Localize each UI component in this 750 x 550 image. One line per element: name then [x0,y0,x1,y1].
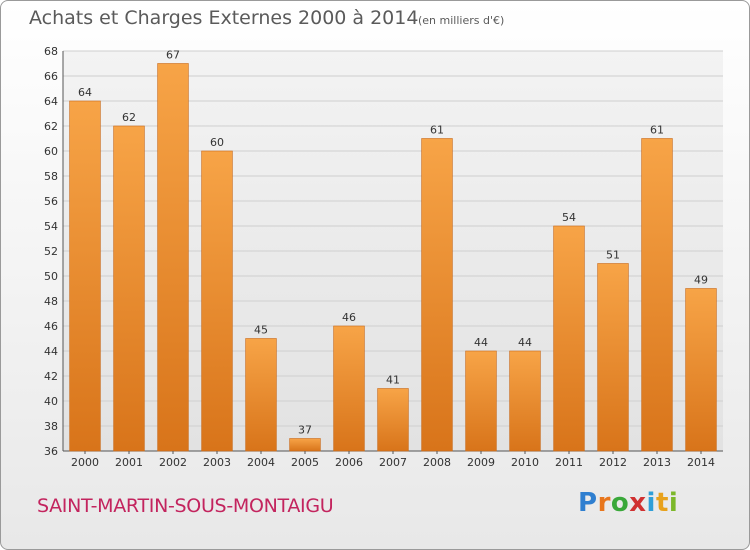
bar [465,350,497,452]
chart-title: Achats et Charges Externes 2000 à 2014 [29,7,419,29]
bar [245,338,277,452]
data-label: 60 [210,136,224,149]
bar [509,350,541,452]
y-tick-label: 52 [44,245,58,258]
x-tick-label: 2004 [247,456,275,469]
bar [641,138,673,452]
x-tick-label: 2006 [335,456,363,469]
y-tick-label: 66 [44,70,58,83]
x-tick-label: 2000 [71,456,99,469]
data-label: 37 [298,424,312,437]
y-tick-label: 56 [44,195,58,208]
y-tick-label: 42 [44,370,58,383]
logo-letter: t [655,488,669,518]
data-label: 41 [386,374,400,387]
x-tick-label: 2010 [511,456,539,469]
bar [377,388,409,452]
bar [113,125,145,452]
y-tick-label: 44 [44,345,58,358]
data-label: 49 [694,274,708,287]
y-tick-label: 54 [44,220,58,233]
bar [157,63,189,452]
x-tick-label: 2012 [599,456,627,469]
y-tick-label: 64 [44,95,58,108]
x-tick-label: 2003 [203,456,231,469]
data-label: 64 [78,86,92,99]
y-tick-label: 46 [44,320,58,333]
x-tick-label: 2011 [555,456,583,469]
bar [421,138,453,452]
data-label: 54 [562,211,576,224]
y-tick-label: 38 [44,420,58,433]
x-tick-label: 2009 [467,456,495,469]
x-tick-label: 2008 [423,456,451,469]
x-tick-label: 2013 [643,456,671,469]
y-tick-label: 36 [44,445,58,458]
data-label: 44 [474,336,488,349]
y-tick-label: 68 [44,45,58,58]
logo-letter: x [629,488,647,518]
data-label: 61 [430,124,444,137]
logo-letter: i [646,488,656,518]
data-label: 46 [342,311,356,324]
y-tick-label: 50 [44,270,58,283]
y-tick-label: 48 [44,295,58,308]
y-tick-label: 60 [44,145,58,158]
data-label: 44 [518,336,532,349]
commune-name: SAINT-MARTIN-SOUS-MONTAIGU [37,495,334,517]
x-tick-label: 2002 [159,456,187,469]
x-tick-label: 2014 [687,456,715,469]
bar [201,150,233,452]
data-label: 62 [122,111,136,124]
logo-letter: P [578,488,598,518]
x-tick-label: 2007 [379,456,407,469]
data-label: 51 [606,249,620,262]
bar [685,288,717,452]
chart-subtitle: (en milliers d'€) [418,14,505,27]
bar [333,325,365,452]
data-label: 61 [650,124,664,137]
bar [289,438,321,452]
bar [597,263,629,452]
bar [69,100,101,452]
logo-letter: r [597,488,611,518]
x-tick-label: 2005 [291,456,319,469]
bar [553,225,585,452]
x-tick-label: 2001 [115,456,143,469]
y-tick-label: 58 [44,170,58,183]
data-label: 67 [166,49,180,62]
y-tick-label: 40 [44,395,58,408]
y-tick-label: 62 [44,120,58,133]
proxiti-logo: Proxiti [578,488,678,518]
logo-letter: o [610,488,630,518]
data-label: 45 [254,324,268,337]
logo-letter: i [668,488,679,518]
